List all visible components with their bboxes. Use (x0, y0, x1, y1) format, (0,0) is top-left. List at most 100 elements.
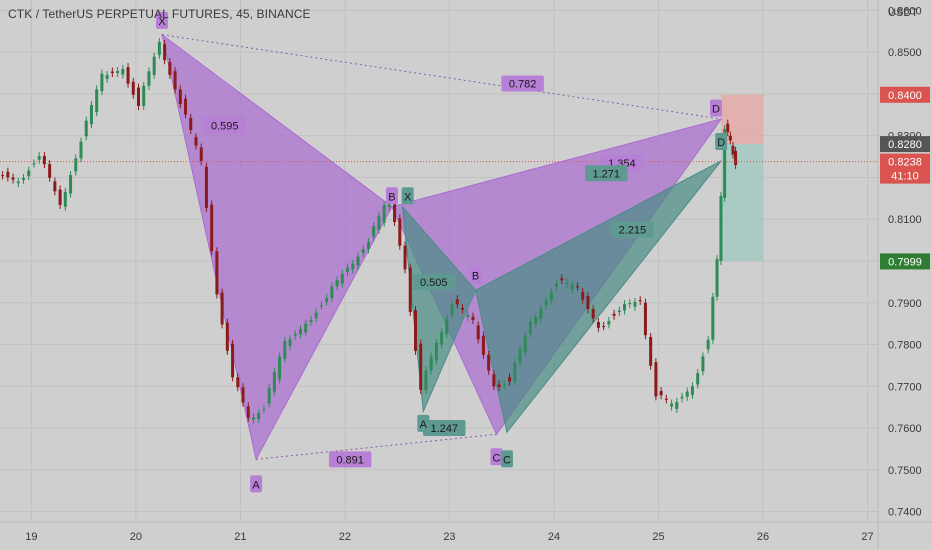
ratio-label-box (328, 451, 372, 468)
candle-body (591, 309, 595, 319)
candle-body (267, 387, 271, 404)
countdown-tag: 41:10 (891, 171, 919, 183)
candle-body (251, 417, 255, 420)
candle-body (617, 310, 621, 313)
candle-body (131, 81, 135, 95)
candle-body (262, 408, 266, 410)
candle-body (612, 313, 616, 316)
candle-body (325, 298, 329, 302)
vertex-label: B (388, 191, 395, 203)
candle-body (675, 401, 679, 409)
candle-body (544, 300, 548, 306)
candle-body (685, 391, 689, 397)
candle-body (565, 282, 569, 284)
price-tick-label: 0.7800 (888, 340, 922, 352)
candle-body (487, 354, 491, 371)
price-tick-label: 0.8600 (888, 5, 922, 17)
candle-body (126, 67, 130, 84)
candle-body (581, 292, 585, 300)
candle-body (199, 147, 203, 162)
pattern-ac-dotted (256, 433, 497, 460)
ratio-label: 1.247 (430, 423, 458, 435)
candle-body (528, 321, 532, 334)
candle-body (596, 322, 600, 328)
price-tick-label: 0.7700 (888, 381, 922, 393)
candle-body (481, 335, 485, 355)
time-tick-label: 19 (25, 531, 37, 543)
candle-body (398, 218, 402, 246)
price-tag-box (880, 86, 930, 103)
candle-body (58, 189, 62, 205)
price-tag-box (880, 153, 930, 184)
vertex-label: B (472, 271, 479, 283)
ratio-label: 0.595 (211, 120, 239, 132)
candle-body (293, 334, 297, 336)
candle-body (215, 251, 219, 295)
candle-body (461, 307, 465, 310)
price-tag-box (880, 136, 930, 153)
candle-body (278, 356, 282, 380)
candle-body (231, 343, 235, 378)
candle-body (445, 318, 449, 335)
candle-body (210, 204, 214, 252)
candle-body (100, 73, 104, 92)
candle-body (628, 303, 632, 305)
candle-body (37, 156, 41, 160)
candle-body (79, 141, 83, 159)
candle-body (32, 163, 36, 165)
vertex-label-box (385, 187, 398, 205)
candle-body (346, 267, 350, 273)
price-tick-label: 0.7400 (888, 507, 922, 519)
candle-body (607, 320, 611, 325)
candle-body (152, 56, 156, 75)
candle-body (497, 384, 501, 388)
candle-body (638, 300, 642, 302)
candle-body (241, 387, 245, 403)
price-tick-label: 0.7600 (888, 423, 922, 435)
candle-body (723, 129, 727, 198)
vertex-label: C (493, 452, 501, 464)
price-tag: 0.8400 (888, 90, 922, 102)
candle-body (555, 283, 559, 287)
candle-body (356, 256, 360, 266)
candle-body (189, 117, 193, 131)
candle-body (455, 299, 459, 305)
candle-body (377, 215, 381, 230)
candle-body (570, 284, 574, 290)
ratio-label: 1.271 (592, 168, 620, 180)
vertex-label: A (420, 419, 428, 431)
candle-body (272, 372, 276, 392)
candle-body (711, 296, 715, 340)
candle-body (393, 200, 397, 223)
candle-body (534, 317, 538, 324)
candle-body (299, 328, 303, 335)
candle-body (466, 314, 470, 317)
candle-body (429, 356, 433, 371)
candle-body (204, 166, 208, 209)
price-tick-label: 0.8500 (888, 47, 922, 59)
candle-body (670, 403, 674, 407)
candle-body (508, 377, 512, 382)
candle-body (450, 304, 454, 315)
candle-body (173, 71, 177, 90)
candle-body (147, 71, 151, 86)
candle-body (246, 406, 250, 418)
candle-body (502, 384, 506, 386)
candle-body (715, 259, 719, 297)
ratio-label: 2.215 (619, 225, 647, 237)
candle-body (351, 263, 355, 270)
candle-body (680, 396, 684, 399)
candle-body (110, 71, 114, 74)
candle-body (11, 177, 15, 180)
ratio-label-box (584, 165, 628, 182)
candle-body (513, 362, 517, 382)
candle-body (659, 391, 663, 396)
ratio-label: 0.505 (420, 277, 448, 289)
candle-body (539, 308, 543, 319)
candle-body (105, 75, 109, 80)
price-tick-label: 0.7900 (888, 298, 922, 310)
candle-body (304, 323, 308, 333)
candle-body (319, 305, 323, 307)
vertex-label: D (712, 104, 720, 116)
